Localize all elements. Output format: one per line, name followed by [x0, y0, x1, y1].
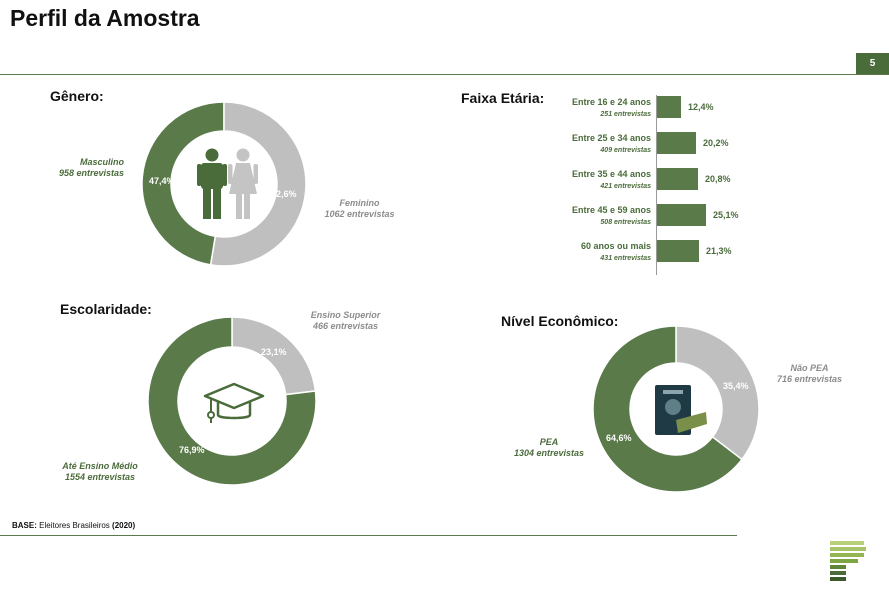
age-bar-value: 20,2% — [703, 138, 729, 148]
faixa-etaria-axis — [656, 95, 657, 275]
work-card-icon — [655, 385, 707, 435]
feminino-label: Feminino 1062 entrevistas — [312, 198, 407, 220]
base-note-text: Eleitores Brasileiros — [36, 521, 113, 530]
page-number-badge: 5 — [856, 53, 889, 74]
genero-title: Gênero: — [50, 88, 104, 104]
age-bar-value: 21,3% — [706, 246, 732, 256]
nivel-economico-slice-1 — [675, 325, 760, 461]
pea-label: PEA 1304 entrevistas — [504, 437, 594, 459]
header-divider — [0, 74, 889, 75]
female-person-icon — [228, 148, 258, 219]
ensino-superior-percent: 23,1% — [261, 347, 287, 357]
pea-count: 1304 entrevistas — [513, 448, 585, 458]
age-category-count: 251 entrevistas — [600, 111, 651, 118]
nao-pea-label: Não PEA 716 entrevistas — [762, 363, 857, 385]
nivel-economico-slice-2 — [592, 325, 743, 493]
age-category-label: Entre 25 e 34 anos — [571, 133, 651, 143]
ensino-superior-name: Ensino Superior — [310, 310, 381, 320]
age-category-count: 431 entrevistas — [600, 255, 651, 262]
age-bar — [657, 204, 706, 226]
escolaridade-slice-2 — [147, 316, 317, 486]
escolaridade-title: Escolaridade: — [60, 301, 152, 317]
graduation-cap-icon — [203, 382, 265, 423]
ensino-medio-count: 1554 entrevistas — [64, 472, 136, 482]
age-bar — [657, 96, 681, 118]
nao-pea-count: 716 entrevistas — [776, 374, 843, 384]
genero-slice-2 — [209, 101, 307, 267]
base-note: BASE: Eleitores Brasileiros (2020) — [12, 521, 135, 530]
age-bar-value: 25,1% — [713, 210, 739, 220]
age-bar-value: 20,8% — [705, 174, 731, 184]
age-category-label: Entre 35 e 44 anos — [571, 169, 651, 179]
ensino-superior-count: 466 entrevistas — [312, 321, 379, 331]
age-category-count: 508 entrevistas — [600, 219, 651, 226]
ensino-superior-label: Ensino Superior 466 entrevistas — [298, 310, 393, 332]
feminino-percent: 52,6% — [271, 189, 297, 199]
age-category-label: Entre 16 e 24 anos — [571, 97, 651, 107]
masculino-name: Masculino — [79, 157, 124, 167]
age-bar — [657, 132, 696, 154]
ensino-medio-percent: 76,9% — [179, 445, 205, 455]
masculino-percent: 47,4% — [149, 176, 175, 186]
footer-divider — [0, 535, 737, 536]
age-category-count: 421 entrevistas — [600, 183, 651, 190]
ensino-medio-label: Até Ensino Médio 1554 entrevistas — [56, 461, 144, 483]
pea-percent: 64,6% — [606, 433, 632, 443]
ensino-medio-name: Até Ensino Médio — [62, 461, 138, 471]
nao-pea-percent: 35,4% — [723, 381, 749, 391]
age-category-label: Entre 45 e 59 anos — [571, 205, 651, 215]
masculino-count: 958 entrevistas — [58, 168, 124, 178]
pea-name: PEA — [539, 437, 559, 447]
age-bar — [657, 168, 698, 190]
masculino-label: Masculino 958 entrevistas — [40, 157, 124, 179]
male-person-icon — [197, 148, 227, 219]
base-note-year: (2020) — [112, 521, 136, 530]
age-category-label: 60 anos ou mais — [580, 241, 651, 251]
feminino-name: Feminino — [339, 198, 380, 208]
nivel-economico-title: Nível Econômico: — [501, 313, 619, 329]
age-bar-value: 12,4% — [688, 102, 714, 112]
brand-logo-icon — [830, 541, 866, 581]
faixa-etaria-title: Faixa Etária: — [461, 90, 545, 106]
base-note-label: BASE: — [12, 521, 37, 530]
page-title: Perfil da Amostra — [10, 5, 200, 31]
nao-pea-name: Não PEA — [790, 363, 829, 373]
age-bar — [657, 240, 699, 262]
age-category-count: 409 entrevistas — [600, 147, 651, 154]
genero-slice-1 — [141, 101, 225, 266]
feminino-count: 1062 entrevistas — [324, 209, 395, 219]
